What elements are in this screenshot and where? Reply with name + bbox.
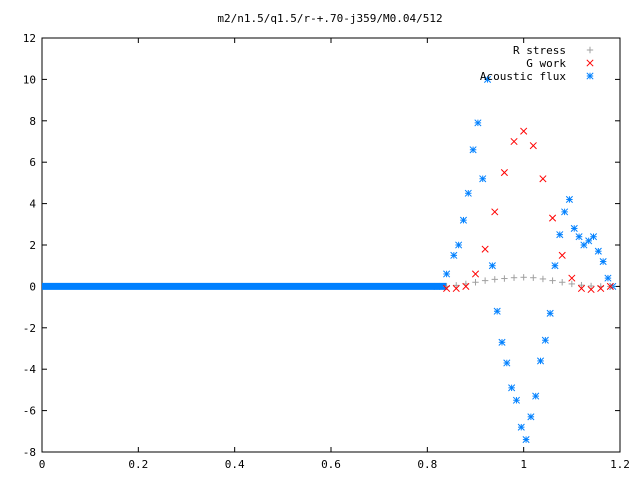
acoustic-flux-point [589, 233, 598, 241]
x-tick-label: 0.6 [321, 458, 341, 471]
acoustic-flux-point [551, 262, 559, 270]
r-stress-point [520, 274, 527, 281]
acoustic-flux-point [561, 208, 569, 216]
y-tick-label: 0 [29, 280, 36, 293]
legend-marker-g-work [586, 59, 594, 67]
legend-marker-r-stress [586, 46, 594, 54]
acoustic-flux-point [483, 75, 492, 83]
acoustic-flux-point [532, 392, 540, 400]
x-tick-label: 1.2 [610, 458, 630, 471]
g-work-point [510, 137, 518, 146]
r-stress-point [578, 281, 585, 289]
acoustic-flux-point [508, 384, 516, 392]
g-work-point [481, 245, 489, 253]
y-tick-label: 10 [23, 73, 36, 86]
plot-marks [42, 75, 617, 444]
y-tick-label: -8 [23, 446, 36, 459]
acoustic-flux-point [546, 309, 554, 317]
g-work-point [558, 251, 566, 259]
r-stress-point [530, 274, 537, 281]
g-work-point [606, 282, 614, 290]
g-work-point [568, 274, 576, 282]
acoustic-flux-point [527, 413, 535, 421]
acoustic-flux-point [459, 216, 468, 224]
legend-label-g-work: G work [526, 57, 566, 70]
g-work-point [539, 175, 547, 183]
y-tick-label: 6 [29, 156, 36, 169]
g-work-point [452, 284, 460, 293]
r-stress-point [559, 279, 566, 286]
g-work-point [500, 168, 508, 177]
y-tick-label: 2 [29, 239, 36, 252]
g-work-point [597, 284, 605, 293]
acoustic-flux-point [443, 270, 451, 278]
g-work-point [577, 284, 586, 293]
g-work-point [520, 127, 528, 135]
acoustic-flux-point [512, 396, 520, 404]
acoustic-flux-point [517, 423, 525, 431]
x-tick-label: 0.2 [128, 458, 148, 471]
g-work-point [529, 142, 537, 150]
plot-frame [41, 37, 621, 453]
acoustic-flux-point [479, 175, 487, 183]
acoustic-flux-point [498, 338, 506, 346]
x-tick-label: 0 [39, 458, 46, 471]
r-stress-point [501, 275, 508, 282]
x-tick-label: 0.4 [225, 458, 245, 471]
x-tick-label: 0.8 [417, 458, 437, 471]
y-tick-label: -6 [23, 405, 36, 418]
y-tick-label: 4 [29, 198, 36, 211]
acoustic-flux-point [464, 189, 472, 197]
acoustic-flux-point [488, 262, 496, 270]
r-stress-point [491, 276, 498, 283]
axes: 0 0.2 0.4 0.6 0.8 1 1.2 -8 -6 -4 -2 0 2 4 6 8 10 12 [23, 32, 630, 471]
g-work-point [462, 282, 470, 290]
g-work-point [443, 284, 451, 293]
acoustic-flux-point [536, 357, 545, 365]
acoustic-flux-point [433, 282, 441, 290]
g-work-point [587, 285, 595, 294]
acoustic-flux-point [522, 436, 530, 444]
acoustic-flux-point [594, 247, 602, 255]
acoustic-flux-point [469, 146, 477, 154]
legend-marker-acoustic-flux [586, 72, 594, 80]
g-work-point [549, 214, 557, 222]
r-stress-point [539, 275, 547, 283]
legend-label-r-stress: R stress [513, 44, 566, 57]
y-tick-label: -2 [23, 322, 36, 335]
acoustic-flux-point [455, 241, 463, 249]
legend-label-acoustic-flux: Acoustic flux [480, 70, 566, 83]
acoustic-flux-point [604, 274, 612, 282]
r-stress-point [587, 282, 595, 290]
acoustic-flux-point [575, 233, 583, 241]
acoustic-flux-point [450, 251, 458, 259]
r-stress-point [568, 280, 576, 288]
r-stress-point [453, 282, 460, 289]
y-tick-label: 8 [29, 115, 36, 128]
x-tick-label: 1 [520, 458, 527, 471]
y-tick-label: 12 [23, 32, 36, 45]
acoustic-flux-point [474, 119, 482, 127]
acoustic-flux-point [493, 307, 501, 315]
chart-title: m2/n1.5/q1.5/r-+.70-j359/M0.04/512 [217, 12, 442, 25]
r-stress-point [549, 277, 556, 284]
acoustic-flux-point [556, 231, 564, 239]
acoustic-flux-point [565, 195, 573, 204]
acoustic-flux-point [503, 359, 511, 367]
g-work-point [471, 270, 480, 278]
r-stress-point [472, 279, 479, 286]
acoustic-flux-point [599, 258, 607, 266]
r-stress-point [481, 277, 489, 284]
acoustic-flux-point [570, 224, 578, 232]
g-work-point [491, 208, 499, 216]
acoustic-flux-point [541, 336, 549, 344]
y-tick-label: -4 [23, 363, 37, 376]
r-stress-point [510, 274, 518, 281]
